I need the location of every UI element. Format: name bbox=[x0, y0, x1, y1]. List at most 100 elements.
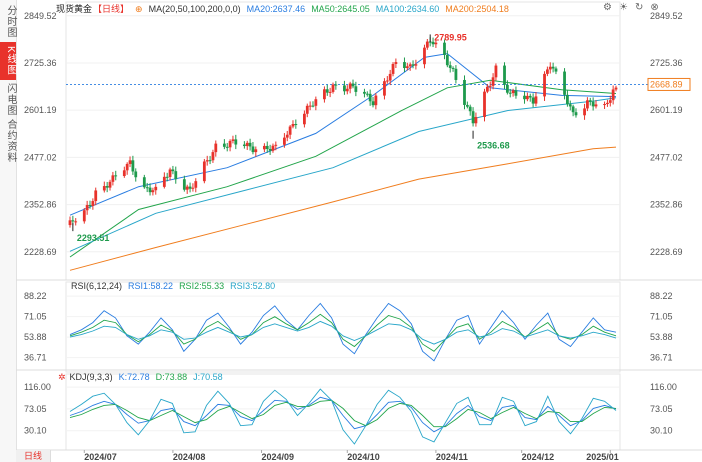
panel-frame bbox=[65, 373, 621, 451]
candle-body bbox=[603, 104, 606, 106]
ma-line-ma20 bbox=[69, 53, 617, 216]
candle-body bbox=[148, 187, 152, 193]
candle-body bbox=[205, 160, 209, 162]
candle-body bbox=[491, 77, 495, 86]
annotation-label: 2293.51 bbox=[77, 233, 110, 243]
candle-body bbox=[125, 163, 129, 171]
annotation-label: 2789.95 bbox=[434, 32, 467, 42]
kdj-settings-icon[interactable]: ✲ bbox=[58, 372, 66, 382]
tab-kline[interactable]: K线图 bbox=[0, 42, 16, 80]
candle-body bbox=[508, 92, 512, 94]
candle-body bbox=[563, 71, 566, 95]
price-tick-left: 2477.02 bbox=[24, 152, 57, 162]
period-tag[interactable]: 【日线】 bbox=[93, 4, 130, 14]
j-value: J:70.58 bbox=[193, 372, 223, 382]
candle-body bbox=[545, 69, 549, 74]
candle-body bbox=[68, 220, 72, 226]
settings-icon[interactable]: ⚙ bbox=[603, 2, 612, 13]
candle-body bbox=[474, 116, 478, 124]
period-button[interactable]: 日线 bbox=[16, 450, 51, 462]
ma200-value: MA200:2504.18 bbox=[445, 4, 509, 14]
osc-tick-right: 73.05 bbox=[650, 404, 673, 414]
candle-body bbox=[465, 104, 469, 107]
moving-average-lines: 2668.89 bbox=[66, 53, 691, 271]
d-value: D:73.88 bbox=[155, 372, 188, 382]
candle-body bbox=[505, 84, 509, 93]
candle-body bbox=[248, 142, 252, 147]
rsi-settings-icon[interactable] bbox=[58, 282, 64, 292]
candle-body bbox=[368, 93, 372, 102]
candle-body bbox=[571, 106, 575, 113]
candle-body bbox=[528, 95, 532, 98]
candle-body bbox=[242, 144, 246, 147]
osc-tick-left: 30.10 bbox=[24, 426, 47, 436]
candle-body bbox=[411, 64, 415, 66]
candle-body bbox=[185, 186, 189, 190]
candle-body bbox=[225, 146, 229, 148]
lock-icon[interactable]: ⊕ bbox=[135, 4, 143, 14]
time-tick-label: 2024/08 bbox=[173, 452, 206, 462]
candle-body bbox=[354, 86, 358, 92]
grid-lines bbox=[16, 1, 702, 451]
sun-icon[interactable]: ☀ bbox=[618, 2, 628, 13]
price-tick-left: 2601.19 bbox=[24, 105, 57, 115]
candle-body bbox=[468, 106, 472, 112]
candle-body bbox=[588, 100, 592, 102]
osc-tick-left: 36.71 bbox=[24, 353, 47, 363]
ma100-value: MA100:2634.60 bbox=[375, 4, 440, 14]
osc-tick-right: 116.00 bbox=[650, 382, 677, 392]
tab-lightning[interactable]: 闪电图 bbox=[5, 82, 16, 116]
ma-line-ma200 bbox=[69, 146, 617, 271]
candle-body bbox=[108, 181, 112, 188]
candle-body bbox=[165, 176, 169, 178]
candle-body bbox=[451, 67, 455, 69]
tab-time-sharing[interactable]: 分时图 bbox=[5, 4, 16, 38]
candle-body bbox=[445, 54, 449, 66]
candle-body bbox=[471, 111, 475, 124]
close-icon[interactable]: ⊗ bbox=[650, 2, 659, 13]
time-tick-label: 2024/10 bbox=[347, 452, 380, 462]
candle-body bbox=[611, 89, 615, 101]
candle-body bbox=[114, 175, 118, 177]
candle-body bbox=[583, 108, 586, 116]
candle-body bbox=[254, 149, 258, 153]
osc-line-d bbox=[69, 399, 617, 428]
candle-body bbox=[448, 65, 452, 68]
price-tick-right: 2601.19 bbox=[650, 105, 683, 115]
candle-body bbox=[291, 124, 295, 127]
time-tick-label: 2024/12 bbox=[522, 452, 555, 462]
candle-body bbox=[85, 205, 89, 211]
candle-body bbox=[403, 62, 406, 69]
osc-tick-right: 71.05 bbox=[650, 312, 673, 322]
candle-body bbox=[182, 179, 186, 190]
time-tick-label: 2024/11 bbox=[436, 452, 468, 462]
candle-body bbox=[314, 99, 318, 106]
price-tick-right: 2352.86 bbox=[650, 200, 683, 210]
rsi-panel: 88.22 88.22 71.05 71.05 53.88 53.88 36.71 36.71 bbox=[24, 291, 673, 363]
candle-body bbox=[485, 86, 489, 92]
osc-tick-right: 88.22 bbox=[650, 291, 673, 301]
last-price-tag bbox=[647, 77, 691, 91]
candle-body bbox=[431, 41, 435, 45]
refresh-icon[interactable]: ↻ bbox=[634, 2, 644, 13]
last-price-text: 2668.89 bbox=[650, 79, 683, 89]
candle-body bbox=[586, 100, 589, 109]
time-tick-label: 2024/07 bbox=[84, 452, 117, 462]
candle-body bbox=[228, 140, 232, 148]
candle-body bbox=[514, 90, 518, 96]
candle-body bbox=[454, 68, 458, 80]
candle-body bbox=[548, 66, 552, 70]
candle-body bbox=[142, 177, 146, 188]
left-tab-bar: 分时图 K线图 闪电图 合约资料 bbox=[0, 0, 17, 462]
osc-tick-left: 53.88 bbox=[24, 332, 47, 342]
candle-body bbox=[523, 95, 526, 100]
osc-line-k bbox=[69, 396, 617, 433]
candle-body bbox=[102, 186, 106, 191]
candle-body bbox=[511, 90, 515, 94]
candle-body bbox=[405, 66, 409, 69]
osc-tick-right: 36.71 bbox=[650, 353, 673, 363]
tab-contract-info[interactable]: 合约资料 bbox=[5, 119, 16, 163]
time-tick-label: 2024/09 bbox=[262, 452, 295, 462]
candle-body bbox=[154, 186, 158, 191]
